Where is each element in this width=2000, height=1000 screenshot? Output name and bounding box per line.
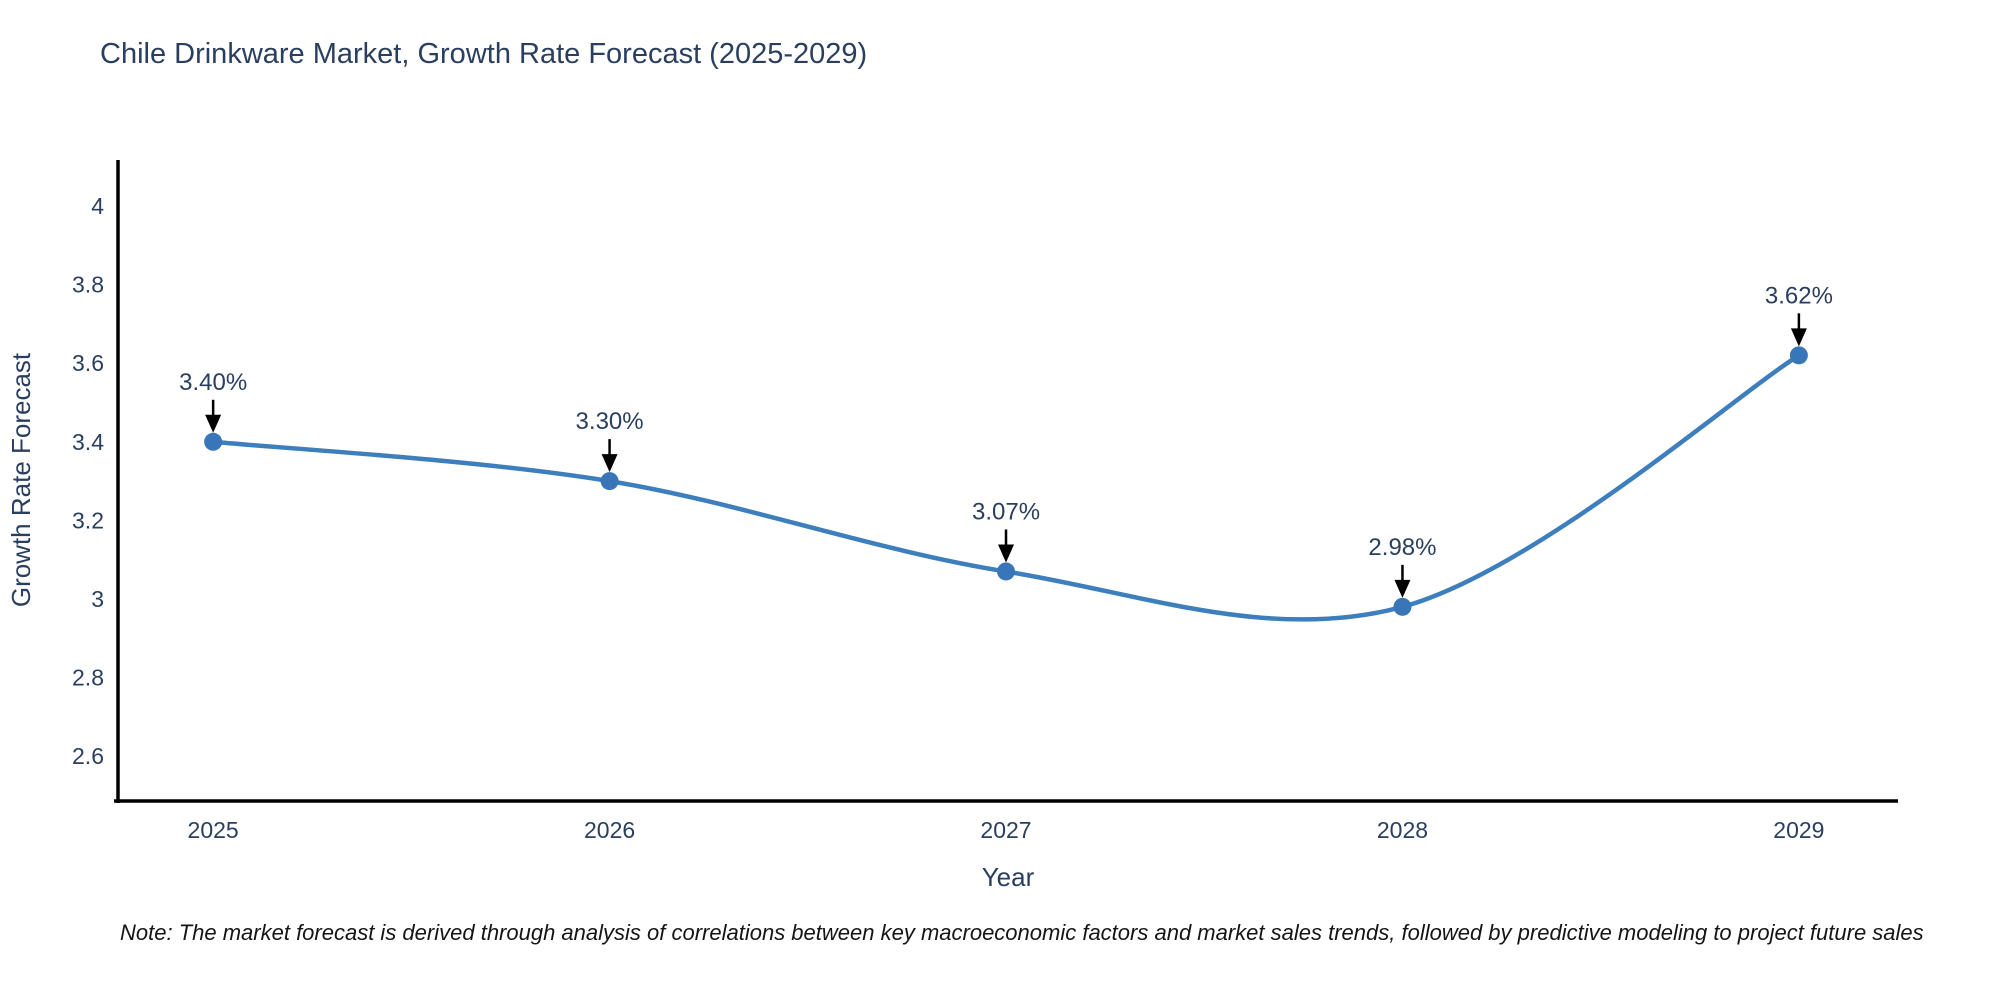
data-point-marker[interactable] xyxy=(600,472,619,491)
x-tick-label: 2028 xyxy=(1377,817,1428,843)
point-annotations: 3.40% 3.30% 3.07% 2.98% 3.62% xyxy=(179,282,1833,598)
annotation-arrowhead-icon xyxy=(601,454,618,473)
y-tick-label: 2.8 xyxy=(72,665,104,691)
point-value-label: 3.07% xyxy=(972,498,1040,525)
y-tick-label: 3 xyxy=(91,586,104,612)
axes xyxy=(114,160,1898,803)
data-point-marker[interactable] xyxy=(997,562,1016,581)
x-tick-label: 2027 xyxy=(980,817,1031,843)
point-annotation: 3.62% xyxy=(1765,282,1833,347)
x-tick-label: 2029 xyxy=(1773,817,1824,843)
data-point-marker[interactable] xyxy=(1789,346,1808,365)
y-tick-label: 3.4 xyxy=(72,429,104,455)
x-tick-labels: 2025 2026 2027 2028 2029 xyxy=(188,817,1825,843)
point-annotation: 3.07% xyxy=(972,498,1040,563)
point-value-label: 3.30% xyxy=(576,408,644,435)
point-value-label: 3.62% xyxy=(1765,282,1833,309)
series-growth-rate xyxy=(204,346,1808,622)
point-annotation: 3.30% xyxy=(576,408,644,473)
y-tick-label: 3.6 xyxy=(72,350,104,376)
chart-title: Chile Drinkware Market, Growth Rate Fore… xyxy=(100,38,868,70)
annotation-arrowhead-icon xyxy=(998,544,1015,563)
footnote: Note: The market forecast is derived thr… xyxy=(120,920,1924,945)
data-point-marker[interactable] xyxy=(1393,597,1412,616)
x-tick-label: 2025 xyxy=(188,817,239,843)
point-annotation: 2.98% xyxy=(1368,534,1436,598)
y-tick-label: 3.8 xyxy=(72,272,104,298)
point-value-label: 2.98% xyxy=(1368,534,1436,561)
data-point-marker[interactable] xyxy=(204,432,223,451)
y-tick-labels: 2.6 2.8 3 3.2 3.4 3.6 3.8 4 xyxy=(72,193,104,769)
y-tick-label: 2.6 xyxy=(72,743,104,769)
annotation-arrowhead-icon xyxy=(1790,328,1807,347)
y-axis-title: Growth Rate Forecast xyxy=(6,352,36,607)
annotation-arrowhead-icon xyxy=(1394,579,1411,598)
annotation-arrowhead-icon xyxy=(205,414,222,433)
x-tick-label: 2026 xyxy=(584,817,635,843)
x-axis-title: Year xyxy=(982,862,1035,892)
point-annotation: 3.40% xyxy=(179,369,247,433)
y-tick-label: 4 xyxy=(91,193,104,219)
y-tick-label: 3.2 xyxy=(72,507,104,533)
point-value-label: 3.40% xyxy=(179,369,247,396)
